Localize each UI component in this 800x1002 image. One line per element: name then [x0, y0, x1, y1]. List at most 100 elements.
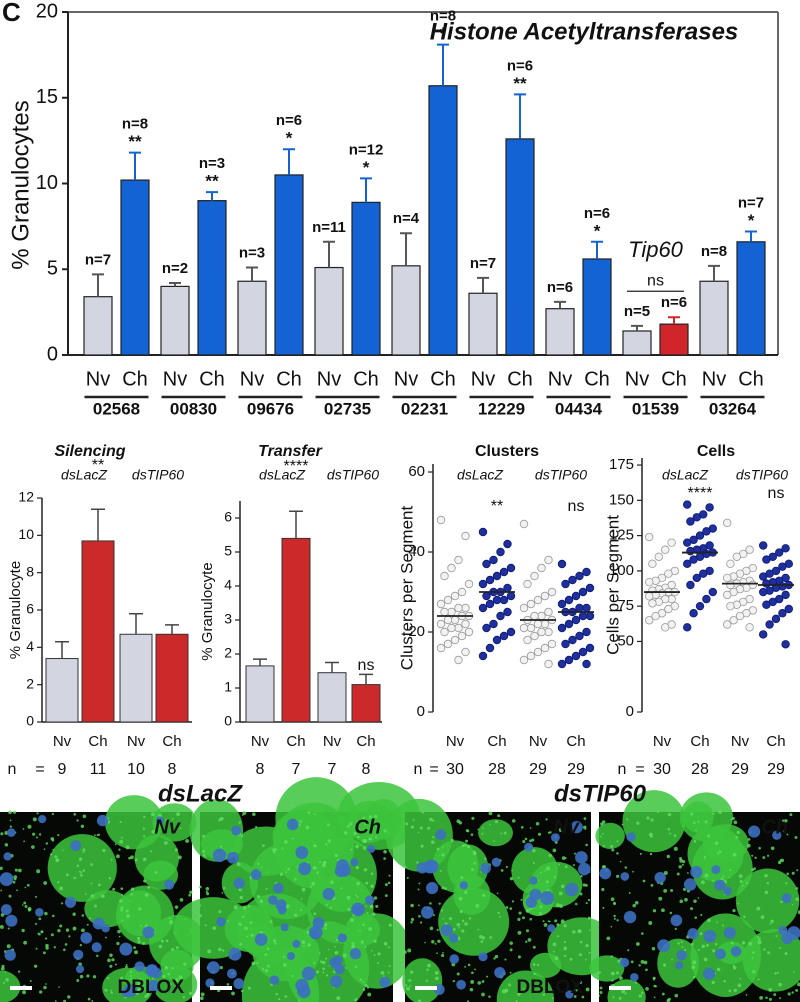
data-point	[781, 590, 790, 600]
speckle	[23, 940, 27, 945]
speckle	[467, 845, 470, 848]
y-tick-label: 6	[26, 601, 34, 617]
speckle	[693, 821, 696, 825]
speckle	[66, 873, 69, 877]
speckle	[347, 907, 351, 911]
speckle	[452, 979, 455, 983]
nucleus	[250, 869, 262, 880]
data-point	[506, 627, 516, 637]
speckle	[429, 926, 434, 931]
speckle	[179, 827, 182, 830]
nucleus	[449, 954, 460, 964]
speckle	[599, 990, 603, 995]
speckle	[264, 953, 268, 957]
speckle	[613, 914, 616, 918]
x-tick-label: Nv	[653, 733, 672, 750]
speckle	[757, 940, 762, 945]
speckle	[54, 855, 58, 859]
data-point	[440, 607, 449, 617]
speckle	[79, 871, 83, 874]
y-tick-label: 4	[26, 638, 34, 654]
speckle	[107, 958, 111, 963]
speckle	[746, 881, 749, 884]
n-label: n	[618, 761, 627, 778]
speckle	[134, 950, 138, 955]
speckle	[0, 866, 3, 871]
speckle	[786, 833, 789, 836]
significance: ****	[688, 485, 713, 502]
speckle	[438, 902, 441, 905]
speckle	[684, 897, 688, 902]
bar	[314, 266, 344, 356]
cell	[104, 795, 164, 850]
speckle	[556, 903, 560, 908]
speckle	[291, 974, 294, 978]
speckle	[174, 905, 179, 909]
data-point	[454, 603, 463, 613]
speckle	[384, 894, 388, 898]
y-tick-label: 4	[224, 577, 232, 593]
y-tick-label: 125	[609, 527, 634, 544]
speckle	[553, 876, 557, 879]
data-point	[667, 538, 676, 547]
y-tick-label: 100	[609, 562, 634, 579]
nucleus	[155, 816, 165, 825]
speckle	[278, 998, 281, 1001]
nucleus	[231, 825, 242, 836]
data-point	[575, 571, 584, 581]
speckle	[759, 996, 763, 1000]
nucleus	[599, 867, 612, 880]
speckle	[129, 974, 132, 977]
speckle	[601, 820, 606, 824]
n-label: n=6	[584, 205, 610, 222]
data-point	[702, 527, 711, 536]
speckle	[242, 811, 247, 815]
speckle	[417, 999, 422, 1002]
nucleus	[4, 949, 16, 961]
speckle	[666, 854, 671, 859]
speckle	[32, 817, 37, 822]
data-point	[482, 559, 491, 569]
data-point	[492, 635, 502, 645]
panel-tag: Nv	[154, 816, 181, 838]
speckle	[299, 909, 303, 912]
data-point	[485, 575, 495, 585]
data-point	[436, 515, 446, 525]
data-point	[447, 623, 456, 633]
speckle	[120, 976, 124, 980]
speckle	[669, 911, 673, 915]
nucleus	[524, 842, 534, 852]
nucleus	[312, 917, 325, 929]
speckle	[617, 959, 621, 963]
n-label: n=7	[470, 255, 496, 272]
speckle	[624, 866, 628, 869]
n-label: n=8	[122, 116, 148, 133]
speckle	[169, 917, 172, 920]
speckle	[640, 959, 645, 964]
x-tick-label: Nv	[529, 733, 548, 750]
speckle	[441, 846, 444, 848]
speckle	[509, 876, 514, 881]
y-tick-label: 0	[626, 703, 634, 720]
speckle	[97, 833, 101, 836]
speckle	[14, 868, 18, 872]
speckle	[677, 942, 680, 945]
speckle	[351, 942, 355, 946]
speckle	[520, 826, 524, 829]
speckle	[97, 883, 101, 887]
speckle	[374, 814, 378, 819]
data-point	[482, 591, 491, 601]
speckle	[482, 893, 486, 898]
speckle	[367, 992, 372, 997]
speckle	[558, 891, 563, 896]
speckle	[730, 941, 734, 945]
speckle	[356, 828, 361, 832]
speckle	[733, 820, 738, 825]
n-label: n=7	[85, 251, 111, 268]
speckle	[756, 935, 760, 939]
speckle	[471, 816, 475, 820]
speckle	[366, 911, 369, 914]
speckle	[356, 881, 361, 886]
n-label: n=11	[312, 219, 346, 236]
bar	[391, 265, 421, 356]
